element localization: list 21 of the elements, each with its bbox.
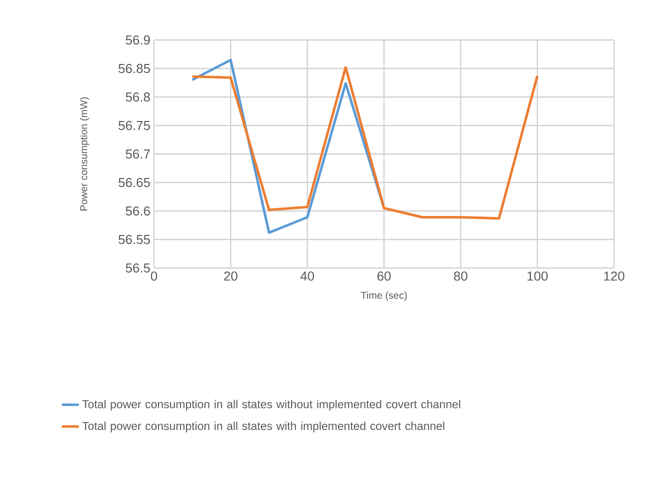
legend-label: Total power consumption in all states without implemented covert channel	[82, 400, 460, 411]
y-tick-label: 56.7	[126, 149, 150, 159]
x-tick-label: 100	[528, 272, 548, 281]
y-tick-label: 56.75	[118, 120, 150, 130]
x-tick-label: 120	[604, 272, 624, 281]
x-tick-label: 40	[300, 272, 314, 281]
x-tick-label: 80	[454, 272, 468, 281]
y-tick-label: 56.5	[126, 263, 150, 273]
line-series	[191, 66, 539, 220]
y-tick-label: 56.8	[126, 92, 150, 102]
y-tick-label: 56.85	[118, 64, 150, 74]
x-tick-label: 20	[224, 272, 238, 281]
y-tick-label: 56.6	[126, 206, 150, 216]
x-tick-label: 60	[377, 272, 391, 281]
x-tick-label: 0	[150, 272, 158, 281]
y-tick-label: 56.55	[118, 234, 150, 244]
y-tick-label: 56.9	[126, 35, 150, 45]
y-axis-title: Power consumption (mW)	[80, 97, 90, 210]
y-tick-label: 56.65	[118, 178, 150, 188]
x-axis-title: Time (sec)	[360, 292, 407, 301]
legend-label: Total power consumption in all states with implemented covert channel	[82, 422, 444, 432]
